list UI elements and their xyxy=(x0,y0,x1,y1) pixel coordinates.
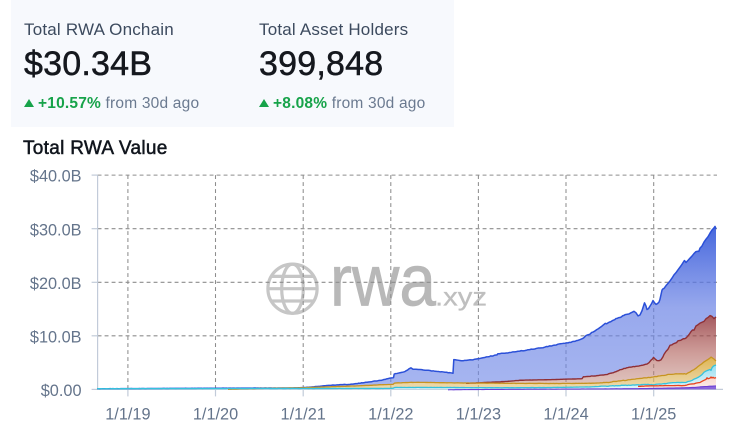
svg-text:$10.0B: $10.0B xyxy=(30,328,82,346)
svg-text:1/1/20: 1/1/20 xyxy=(193,405,238,423)
svg-text:$0.00: $0.00 xyxy=(41,382,82,400)
svg-text:1/1/25: 1/1/25 xyxy=(631,405,676,423)
svg-text:$30.0B: $30.0B xyxy=(30,221,82,239)
svg-text:1/1/22: 1/1/22 xyxy=(368,405,413,423)
svg-text:1/1/23: 1/1/23 xyxy=(456,405,501,423)
svg-text:.xyz: .xyz xyxy=(435,284,487,312)
svg-text:$20.0B: $20.0B xyxy=(30,275,82,293)
svg-text:1/1/21: 1/1/21 xyxy=(281,405,326,423)
svg-text:1/1/24: 1/1/24 xyxy=(543,405,588,423)
svg-text:1/1/19: 1/1/19 xyxy=(105,405,150,423)
svg-text:$40.0B: $40.0B xyxy=(30,168,82,186)
svg-text:rwa: rwa xyxy=(330,242,437,322)
